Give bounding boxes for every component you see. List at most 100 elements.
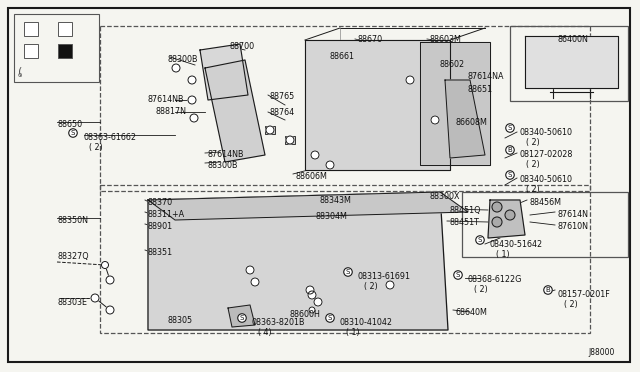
Text: S: S: [328, 315, 332, 321]
Text: 88901: 88901: [148, 222, 173, 231]
Text: (: (: [18, 66, 22, 76]
Bar: [14, 14, 99, 82]
Text: 88456M: 88456M: [530, 198, 562, 207]
Text: S: S: [240, 315, 244, 321]
Circle shape: [106, 276, 114, 284]
Text: ( 2): ( 2): [564, 300, 578, 309]
Text: S: S: [71, 130, 75, 136]
Text: 87614NB: 87614NB: [208, 150, 244, 159]
Text: 88661: 88661: [330, 52, 355, 61]
Text: 87614NB: 87614NB: [148, 95, 184, 104]
Circle shape: [106, 306, 114, 314]
Bar: [100, 26, 590, 191]
Text: 08127-02028: 08127-02028: [520, 150, 573, 159]
Text: 08310-41042: 08310-41042: [340, 318, 393, 327]
Circle shape: [91, 294, 99, 302]
Text: S: S: [478, 237, 482, 243]
Circle shape: [311, 151, 319, 159]
Circle shape: [308, 291, 316, 299]
Polygon shape: [488, 200, 525, 238]
Text: 88300X: 88300X: [430, 192, 461, 201]
Text: ( 1): ( 1): [496, 250, 509, 259]
Text: 86400N: 86400N: [557, 35, 588, 44]
Text: 08430-51642: 08430-51642: [490, 240, 543, 249]
Circle shape: [314, 298, 322, 306]
Text: 88304M: 88304M: [315, 212, 347, 221]
Text: 88765: 88765: [270, 92, 295, 101]
Circle shape: [309, 307, 315, 313]
Text: ( 2): ( 2): [526, 160, 540, 169]
Text: 88311+A: 88311+A: [148, 210, 185, 219]
Text: 08340-50610: 08340-50610: [520, 128, 573, 137]
Polygon shape: [148, 192, 468, 220]
Text: 88351: 88351: [148, 248, 173, 257]
Bar: [265, 126, 275, 134]
Text: S: S: [508, 172, 512, 178]
Bar: [58, 44, 72, 58]
Text: 88451T: 88451T: [450, 218, 480, 227]
Circle shape: [431, 116, 439, 124]
Text: 87610N: 87610N: [558, 222, 589, 231]
Text: B: B: [508, 147, 513, 153]
Circle shape: [102, 262, 109, 269]
Text: 08368-6122G: 08368-6122G: [468, 275, 522, 284]
Polygon shape: [200, 44, 248, 100]
Text: 88327Q: 88327Q: [57, 252, 88, 261]
Circle shape: [188, 96, 196, 104]
Polygon shape: [205, 60, 265, 162]
Circle shape: [505, 210, 515, 220]
Text: 88651: 88651: [468, 85, 493, 94]
Text: 08340-50610: 08340-50610: [520, 175, 573, 184]
Text: 88305: 88305: [168, 316, 193, 325]
Polygon shape: [420, 42, 490, 165]
Text: B: B: [546, 287, 550, 293]
Text: S: S: [456, 272, 460, 278]
Text: 88764: 88764: [270, 108, 295, 117]
Circle shape: [188, 76, 196, 84]
Bar: [510, 26, 628, 101]
Circle shape: [492, 217, 502, 227]
Circle shape: [406, 76, 414, 84]
Text: ( 1): ( 1): [346, 328, 360, 337]
Text: 88650: 88650: [57, 120, 82, 129]
Text: ( 2): ( 2): [364, 282, 378, 291]
Text: 88370: 88370: [148, 198, 173, 207]
Text: 08363-8201B: 08363-8201B: [252, 318, 305, 327]
Text: 88451Q: 88451Q: [450, 206, 481, 215]
Circle shape: [306, 286, 314, 294]
Bar: [462, 192, 628, 257]
Polygon shape: [445, 80, 485, 158]
Bar: [285, 136, 295, 144]
Text: 68640M: 68640M: [456, 308, 488, 317]
Circle shape: [251, 278, 259, 286]
Text: 87614N: 87614N: [558, 210, 589, 219]
Text: S: S: [346, 269, 350, 275]
Text: ( 2): ( 2): [89, 143, 103, 152]
Text: S: S: [508, 125, 512, 131]
Circle shape: [326, 161, 334, 169]
Polygon shape: [305, 40, 450, 170]
Circle shape: [172, 64, 180, 72]
Text: 88600H: 88600H: [290, 310, 321, 319]
Bar: [325, 161, 335, 169]
Circle shape: [492, 202, 502, 212]
Circle shape: [386, 281, 394, 289]
Text: 88343M: 88343M: [320, 196, 352, 205]
Circle shape: [190, 114, 198, 122]
Circle shape: [246, 266, 254, 274]
Text: ( 2): ( 2): [474, 285, 488, 294]
Text: J88000: J88000: [589, 348, 615, 357]
Text: 88300B: 88300B: [168, 55, 198, 64]
Text: 88670: 88670: [358, 35, 383, 44]
Circle shape: [266, 126, 274, 134]
Bar: [24, 22, 38, 36]
Text: 88606M: 88606M: [295, 172, 327, 181]
Text: 08313-61691: 08313-61691: [358, 272, 411, 281]
Text: 88700: 88700: [230, 42, 255, 51]
Text: 88602: 88602: [440, 60, 465, 69]
Text: 87614NA: 87614NA: [468, 72, 504, 81]
Polygon shape: [148, 192, 448, 330]
Bar: [24, 44, 38, 58]
Text: o: o: [18, 72, 22, 78]
Bar: [58, 22, 72, 36]
